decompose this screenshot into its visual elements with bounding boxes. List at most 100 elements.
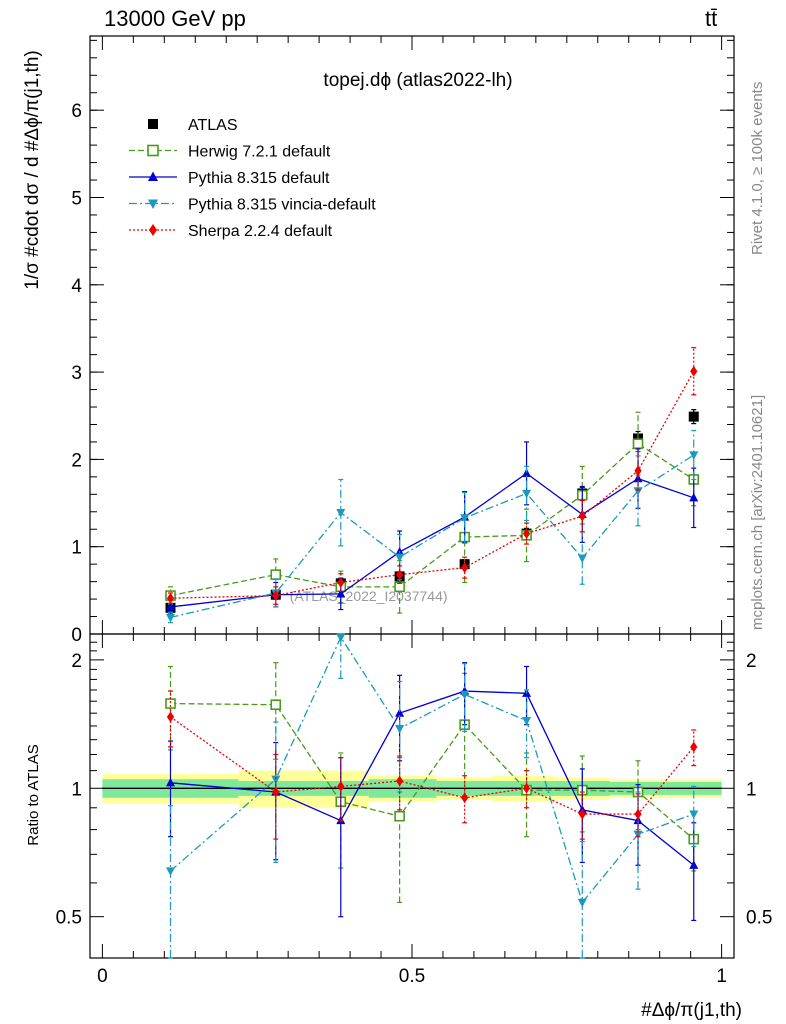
legend-label: Pythia 8.315 vincia-default [188, 197, 376, 214]
ratio-point-vincia [689, 810, 699, 820]
ratio-series-sherpa [166, 690, 698, 840]
main-point-vincia [166, 613, 175, 623]
main-series-vincia [166, 429, 699, 624]
main-ytick-label: 1 [71, 538, 82, 559]
main-point-sherpa [337, 577, 345, 588]
ratio-point-vincia [271, 775, 281, 785]
main-point-vincia [522, 489, 532, 499]
main-point-herwig [632, 438, 644, 449]
main-point-sherpa [690, 365, 698, 377]
ratio-ytick-label-right: 1 [746, 779, 757, 800]
side-label-rivet: Rivet 4.1.0, ≥ 100k events [749, 82, 766, 255]
legend-item-vincia: Pythia 8.315 vincia-default [129, 197, 376, 214]
ratio-ytick-label: 0.5 [56, 908, 82, 929]
main-ytick-label: 5 [71, 189, 82, 210]
ratio-point-herwig [270, 699, 282, 711]
ratio-point-sherpa [461, 792, 469, 804]
ratio-point-vincia [522, 717, 532, 726]
main-title: topej.dϕ (atlas2022-lh) [323, 70, 512, 91]
ratio-point-vincia [395, 725, 405, 734]
legend-label: Sherpa 2.2.4 default [188, 223, 333, 240]
ratio-point-sherpa [522, 782, 531, 794]
ratio-point-vincia [166, 867, 175, 876]
x-axis-label: #Δϕ/π(j1,th) [641, 1000, 742, 1021]
main-series-sherpa [166, 347, 698, 605]
legend-item-herwig: Herwig 7.2.1 default [129, 144, 331, 161]
ratio-point-pythia [395, 708, 405, 717]
x-tick-label: 0.5 [399, 966, 425, 987]
main-point-sherpa [522, 528, 531, 540]
main-line-vincia [170, 454, 695, 619]
main-point-pythia [689, 492, 699, 502]
main-frame [89, 35, 735, 635]
ratio-ytick-label-right: 2 [746, 651, 757, 672]
ratio-point-sherpa [578, 808, 586, 820]
main-ytick-label: 4 [71, 276, 82, 297]
main-y-axis-label: 1/σ #cdot dσ / d #Δϕ/π(j1,th) [22, 50, 43, 289]
main-point-herwig [270, 569, 282, 580]
main-line-herwig [170, 442, 695, 597]
ratio-point-herwig [394, 810, 405, 822]
main-ytick-label: 6 [71, 101, 82, 122]
main-point-pythia [166, 601, 175, 611]
legend-label: ATLAS [188, 117, 238, 134]
ratio-point-sherpa [166, 711, 175, 723]
main-line-sherpa [170, 370, 695, 599]
watermark: (ATLAS_2022_I2037744) [290, 588, 448, 604]
ratio-point-vincia [577, 898, 587, 908]
x-tick-label: 0 [97, 966, 108, 987]
ratio-ytick-label: 2 [71, 651, 82, 672]
ratio-point-sherpa [272, 786, 280, 798]
ratio-ytick-label: 1 [71, 779, 82, 800]
main-ytick-label: 2 [71, 450, 82, 471]
legend-label: Herwig 7.2.1 default [188, 144, 331, 161]
ratio-line-herwig [170, 702, 695, 840]
main-point-sherpa [272, 590, 280, 601]
main-ytick-label: 3 [71, 363, 82, 384]
legend-item-pythia: Pythia 8.315 default [129, 170, 330, 187]
main-point-pythia [522, 468, 532, 477]
x-tick-label: 1 [716, 966, 727, 987]
ratio-point-vincia [460, 690, 470, 700]
main-point-vincia [577, 554, 587, 563]
ratio-point-sherpa [396, 775, 404, 787]
ratio-point-sherpa [337, 781, 345, 792]
main-point-vincia [689, 451, 699, 460]
main-point-vincia [336, 509, 346, 518]
side-label-mcplots: mcplots.cern.ch [arXiv:2401.10621] [749, 395, 766, 630]
main-panel: 0 1 2 3 4 5 6 (ATLAS_2022_I2037744) [71, 35, 735, 646]
ratio-y-axis-label: Ratio to ATLAS [25, 744, 42, 845]
legend-marker [149, 224, 157, 236]
header-left: 13000 GeV pp [104, 6, 246, 31]
header-right: tt̄ [705, 6, 717, 31]
ratio-point-sherpa [634, 808, 642, 820]
legend-item-atlas: ATLAS [148, 117, 238, 134]
main-point-vincia [395, 553, 405, 563]
ratio-ytick-label-right: 0.5 [746, 908, 772, 929]
main-series-atlas [165, 409, 699, 613]
main-series-herwig [165, 411, 700, 614]
ratio-point-vincia [336, 633, 346, 643]
ratio-line-vincia [170, 635, 694, 904]
main-point-sherpa [396, 569, 404, 581]
main-point-vincia [460, 514, 470, 523]
ratio-point-pythia [166, 777, 175, 787]
main-ytick-label: 0 [71, 625, 82, 646]
legend-marker [148, 199, 158, 209]
ratio-point-sherpa [690, 741, 698, 753]
main-point-sherpa [634, 465, 642, 477]
legend-label: Pythia 8.315 default [188, 170, 330, 187]
legend-item-sherpa: Sherpa 2.2.4 default [129, 223, 333, 240]
ratio-point-pythia [689, 860, 699, 869]
ratio-point-herwig [165, 698, 176, 709]
main-point-pythia [336, 588, 346, 598]
main-point-sherpa [578, 510, 586, 522]
main-point-sherpa [166, 592, 175, 604]
legend-marker [147, 144, 159, 157]
main-point-sherpa [461, 562, 469, 574]
legend-marker [148, 171, 158, 181]
main-point-atlas [688, 411, 699, 422]
legend-marker [148, 119, 158, 129]
legend: ATLAS Herwig 7.2.1 default Pythia 8.315 de… [129, 117, 376, 240]
